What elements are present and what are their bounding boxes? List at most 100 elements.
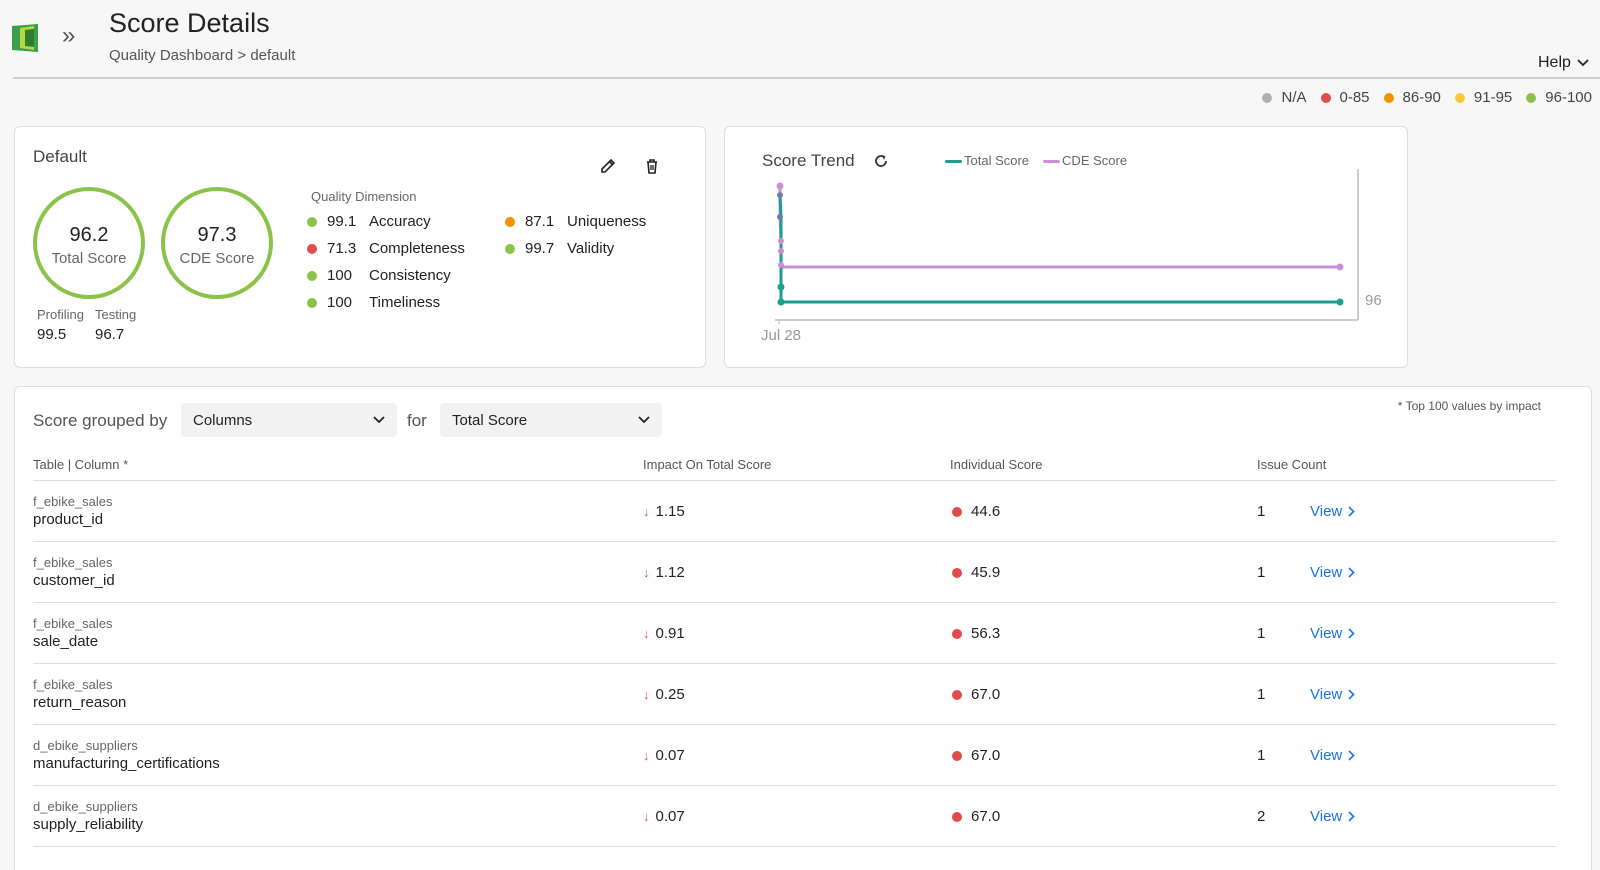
table-row <box>33 846 1556 870</box>
row-table-name: f_ebike_sales <box>33 677 113 692</box>
chevron-down-icon <box>373 416 385 424</box>
view-label: View <box>1310 564 1343 581</box>
edit-icon[interactable] <box>599 157 617 175</box>
header-divider <box>13 77 1600 79</box>
score-value: 44.6 <box>971 503 1001 520</box>
dimension-accuracy[interactable]: 99.1 Accuracy <box>307 213 431 230</box>
row-score: 45.9 <box>952 564 1000 581</box>
status-dot <box>505 216 515 227</box>
view-link[interactable]: View <box>1310 564 1355 581</box>
row-column-name: manufacturing_certifications <box>33 755 220 772</box>
score-value: 67.0 <box>971 808 1001 825</box>
row-issue-count: 1 <box>1257 564 1266 581</box>
view-link[interactable]: View <box>1310 503 1355 520</box>
view-label: View <box>1310 747 1343 764</box>
table-row: f_ebike_sales return_reason ↓ 0.25 67.0 1… <box>33 663 1556 724</box>
page-title: Score Details <box>109 8 270 38</box>
view-link[interactable]: View <box>1310 625 1355 642</box>
row-issue-count: 1 <box>1257 686 1266 703</box>
row-issue-count: 1 <box>1257 503 1266 520</box>
status-dot <box>952 628 962 639</box>
legend-item-na: N/A <box>1262 89 1307 106</box>
legend-dot <box>1526 92 1537 103</box>
dimension-validity[interactable]: 99.7 Validity <box>505 240 614 257</box>
dimension-label: Accuracy <box>369 213 431 230</box>
column-header-impact: Impact On Total Score <box>643 457 772 472</box>
dimension-timeliness[interactable]: 100 Timeliness <box>307 294 440 311</box>
quality-dimension-title: Quality Dimension <box>311 189 417 204</box>
delete-icon[interactable] <box>643 157 661 175</box>
chevron-right-icon <box>1348 567 1355 578</box>
legend-dot <box>1383 92 1394 103</box>
legend-item-86-90: 86-90 <box>1383 89 1441 106</box>
refresh-icon[interactable] <box>873 153 889 169</box>
trend-legend-cde[interactable]: CDE Score <box>1043 153 1127 168</box>
row-score: 44.6 <box>952 503 1000 520</box>
profiling-label: Profiling <box>37 307 84 322</box>
breadcrumb[interactable]: Quality Dashboard > default <box>109 47 296 64</box>
testing-value: 96.7 <box>95 326 125 343</box>
score-type-select[interactable]: Total Score <box>440 403 662 437</box>
dimension-value: 100 <box>327 294 353 311</box>
default-score-card: Default 96.2 Total Score 97.3 CDE Score … <box>14 126 706 368</box>
expand-sidebar-icon[interactable]: » <box>62 22 76 49</box>
help-label: Help <box>1538 54 1571 71</box>
dimension-value: 100 <box>327 267 353 284</box>
chevron-right-icon <box>1348 628 1355 639</box>
legend-label: 91-95 <box>1473 89 1513 106</box>
dimension-label: Consistency <box>369 267 451 284</box>
legend-label: N/A <box>1281 89 1307 106</box>
chevron-down-icon <box>1577 59 1589 67</box>
row-table-name: f_ebike_sales <box>33 616 113 631</box>
app-logo[interactable] <box>12 24 38 52</box>
view-link[interactable]: View <box>1310 808 1355 825</box>
card-title: Default <box>33 147 87 166</box>
row-table-name: f_ebike_sales <box>33 555 113 570</box>
legend-label: CDE Score <box>1062 153 1128 168</box>
for-label: for <box>407 411 427 430</box>
cde-score-point <box>778 248 784 254</box>
column-header-table-column: Table | Column * <box>33 457 129 472</box>
column-header-individual-score: Individual Score <box>950 457 1043 472</box>
dimension-label: Validity <box>567 240 615 257</box>
column-header-issue-count: Issue Count <box>1257 457 1327 472</box>
view-link[interactable]: View <box>1310 747 1355 764</box>
row-table-name: f_ebike_sales <box>33 494 113 509</box>
cde-score-line <box>778 184 1340 269</box>
total-score-point <box>777 298 785 306</box>
cde-score-point <box>778 238 784 244</box>
group-by-select[interactable]: Columns <box>181 403 397 437</box>
score-legend: N/A 0-85 86-90 91-95 96-100 <box>1262 89 1592 106</box>
view-link[interactable]: View <box>1310 686 1355 703</box>
row-score: 67.0 <box>952 808 1000 825</box>
dimension-label: Timeliness <box>369 294 441 311</box>
chevron-right-icon <box>1348 506 1355 517</box>
dimension-consistency[interactable]: 100 Consistency <box>307 267 451 284</box>
status-dot <box>307 270 317 281</box>
table-row: d_ebike_suppliers supply_reliability ↓ 0.… <box>33 785 1556 846</box>
legend-item-91-95: 91-95 <box>1454 89 1513 106</box>
total-score-point <box>1336 298 1344 306</box>
total-score-ring: 96.2 Total Score <box>33 187 145 299</box>
row-column-name: return_reason <box>33 694 127 711</box>
row-score: 56.3 <box>952 625 1000 642</box>
row-column-name: customer_id <box>33 572 115 589</box>
profiling-value: 99.5 <box>37 326 67 343</box>
chevron-right-icon <box>1348 750 1355 761</box>
impact-value: 1.12 <box>655 564 685 581</box>
arrow-down-icon: ↓ <box>643 626 650 641</box>
row-issue-count: 1 <box>1257 625 1266 642</box>
help-menu[interactable]: Help <box>1538 54 1589 72</box>
status-dot <box>952 689 962 700</box>
total-score-line <box>778 194 1340 304</box>
top-values-note: * Top 100 values by impact <box>1397 399 1541 413</box>
score-breakdown-card: Score grouped by Columns for Total Score… <box>14 386 1592 870</box>
status-dot <box>952 567 962 578</box>
legend-label: Total Score <box>964 153 1030 168</box>
dimension-uniqueness[interactable]: 87.1 Uniqueness <box>505 213 646 230</box>
card-title: Score Trend <box>762 151 855 170</box>
trend-legend-total[interactable]: Total Score <box>945 153 1029 168</box>
dimension-completeness[interactable]: 71.3 Completeness <box>307 240 465 257</box>
dimension-label: Completeness <box>369 240 465 257</box>
legend-label: 96-100 <box>1545 89 1592 106</box>
